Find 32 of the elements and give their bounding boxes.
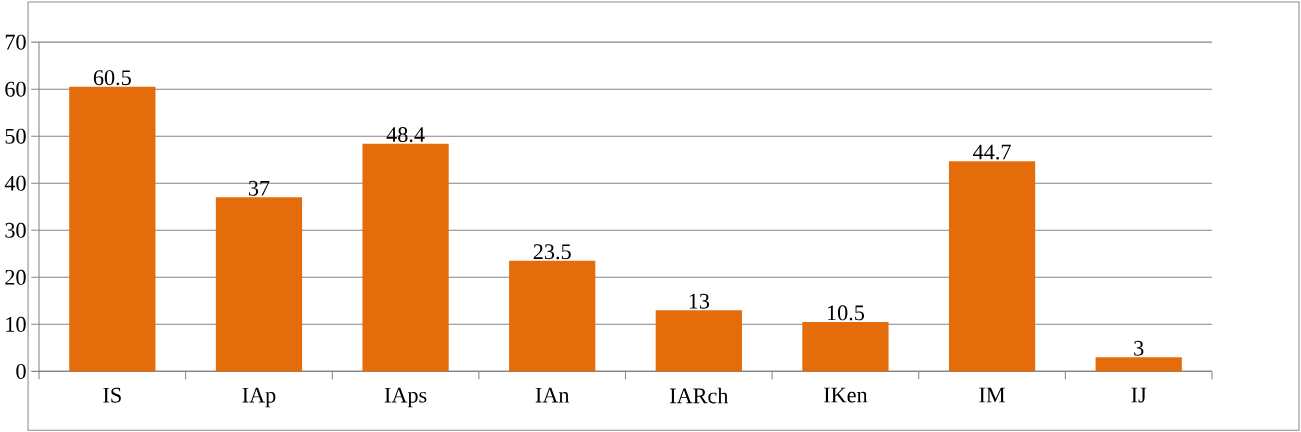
data-label: 3	[1134, 340, 1144, 356]
y-tick-label: 50	[5, 128, 26, 144]
data-label: 37	[248, 180, 270, 196]
y-tick-label: 20	[5, 269, 26, 285]
data-label: 60.5	[93, 70, 131, 86]
bar	[69, 86, 156, 372]
x-tick-label: IKen	[824, 387, 868, 403]
x-tick-label: IARch	[670, 387, 729, 404]
data-label: 44.7	[973, 144, 1011, 160]
x-tick-label: IJ	[1131, 387, 1147, 403]
x-tick-label: IS	[103, 387, 121, 403]
bar	[362, 143, 449, 372]
data-label: 48.4	[386, 127, 425, 143]
x-tick-label: IAn	[535, 387, 570, 403]
data-label: 23.5	[533, 244, 571, 260]
data-label: 13	[689, 293, 710, 309]
x-tick-label: IAps	[384, 387, 427, 408]
bar	[1095, 357, 1182, 372]
y-tick-label: 40	[4, 175, 26, 191]
bar	[948, 161, 1036, 372]
y-tick-label: 60	[5, 81, 26, 97]
y-tick-label: 30	[5, 222, 26, 238]
bar	[655, 310, 742, 372]
bar	[509, 260, 596, 372]
x-tick-label: IM	[979, 387, 1005, 403]
x-tick-label: IAp	[242, 387, 276, 408]
y-tick-label: 0	[16, 363, 26, 379]
bar	[802, 321, 889, 372]
y-tick-label: 70	[5, 34, 26, 50]
bar	[215, 197, 303, 372]
y-tick-label: 10	[6, 316, 26, 332]
data-label: 10.5	[827, 305, 865, 321]
